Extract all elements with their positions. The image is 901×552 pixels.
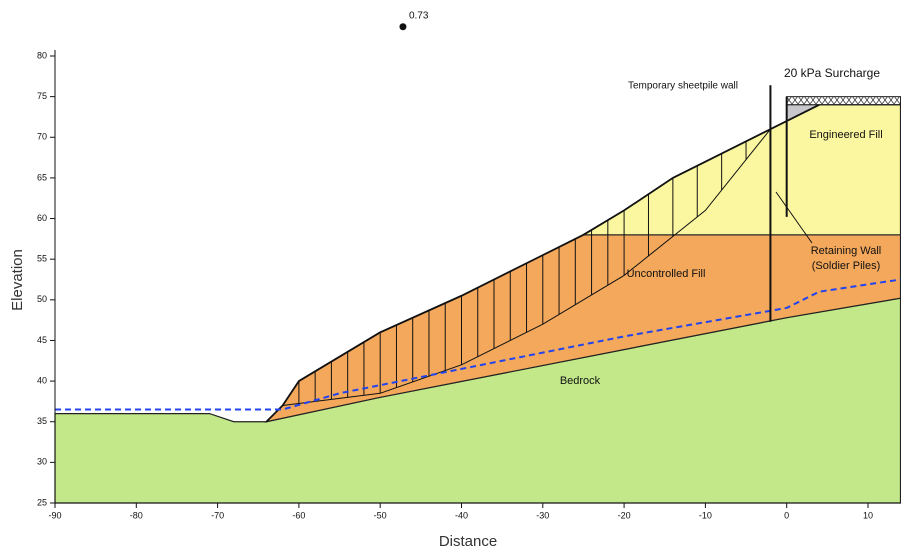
surcharge [787, 97, 901, 105]
y-tick-label: 25 [37, 497, 47, 507]
soil-region [583, 105, 900, 235]
x-axis-label: Distance [439, 533, 497, 550]
x-tick-label: -60 [292, 510, 305, 520]
wall-label: (Soldier Piles) [812, 260, 880, 272]
y-tick-label: 55 [37, 254, 47, 264]
x-tick-label: -40 [455, 510, 468, 520]
x-tick-label: 10 [863, 510, 873, 520]
x-tick-label: -70 [211, 510, 224, 520]
y-tick-label: 45 [37, 335, 47, 345]
x-tick-label: 0 [784, 510, 789, 520]
slip-center [399, 23, 406, 30]
x-tick-label: -20 [618, 510, 631, 520]
x-tick-label: -30 [536, 510, 549, 520]
y-tick-label: 75 [37, 91, 47, 101]
page: {"chart_data": { "type": "section", "x_l… [0, 0, 901, 552]
x-tick-label: -80 [130, 510, 143, 520]
surcharge-label: 20 kPa Surcharge [784, 66, 880, 80]
y-tick-label: 40 [37, 375, 47, 385]
x-tick-label: -50 [374, 510, 387, 520]
x-tick-label: -10 [699, 510, 712, 520]
factor-of-safety: 0.73 [409, 10, 429, 21]
region-label: Uncontrolled Fill [627, 268, 706, 280]
region-label: Engineered Fill [809, 129, 882, 141]
y-tick-label: 70 [37, 132, 47, 142]
wall-label: Temporary sheetpile wall [628, 81, 738, 92]
y-tick-label: 35 [37, 416, 47, 426]
y-axis-label: Elevation [9, 249, 26, 311]
x-tick-label: -90 [48, 510, 61, 520]
y-tick-label: 65 [37, 172, 47, 182]
region-label: Bedrock [560, 375, 601, 387]
y-tick-label: 80 [37, 50, 47, 60]
wall-label: Retaining Wall [811, 245, 882, 257]
chart: Distance Elevation Bedrock Uncontrolled F… [0, 0, 901, 552]
y-tick-label: 30 [37, 457, 47, 467]
y-tick-label: 60 [37, 213, 47, 223]
y-tick-label: 50 [37, 294, 47, 304]
